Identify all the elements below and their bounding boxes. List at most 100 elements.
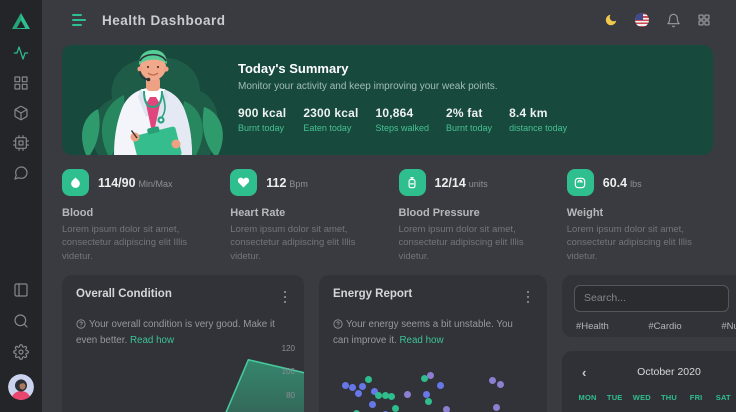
bell-icon[interactable]	[665, 12, 681, 28]
overall-condition-title: Overall Condition	[76, 287, 172, 300]
help-circle-icon	[76, 319, 86, 329]
vital-description: Lorem ipsum dolor sit amet, consectetur …	[398, 224, 524, 262]
vital-head: 60.4 lbs	[566, 169, 713, 196]
vital-value: 60.4 lbs	[602, 175, 642, 190]
summary-content: Today's Summary Monitor your activity an…	[238, 61, 697, 133]
calendar-day-header: WED	[632, 392, 651, 402]
menu-toggle-icon[interactable]	[72, 14, 86, 26]
calendar-day-header: THU	[660, 392, 677, 402]
main-area: Health Dashboard	[42, 0, 736, 412]
search-tag[interactable]: #Health	[576, 320, 609, 332]
vital-title: Blood	[62, 207, 94, 219]
vital-head: 114/90 Min/Max	[62, 169, 208, 196]
scatter-point	[422, 391, 430, 399]
scatter-point	[404, 391, 412, 399]
overall-condition-note: Your overall condition is very good. Mak…	[76, 317, 290, 347]
summary-stat-label: Eaten today	[303, 123, 352, 133]
read-how-link[interactable]: Read how	[129, 334, 175, 346]
summary-stat-value: 2300 kcal	[303, 106, 359, 120]
vital-head: 12/14 units	[398, 169, 545, 196]
vital-card-blood-pressure: 12/14 units Blood Pressure Lorem ipsum dolo…	[398, 169, 545, 263]
vital-value: 12/14 units	[434, 175, 488, 190]
summary-stat-label: distance today	[509, 123, 568, 133]
bottom-row: Overall Condition Your overall condition…	[62, 274, 736, 412]
energy-report-title: Energy Report	[333, 287, 413, 300]
scatter-point	[437, 382, 445, 390]
calendar-prev-icon[interactable]: ‹	[582, 364, 587, 380]
today-summary-card: Today's Summary Monitor your activity an…	[62, 45, 713, 155]
pressure-icon	[398, 169, 426, 196]
sidebar-item-layout-icon[interactable]	[12, 281, 30, 299]
note-text: Your energy seems a bit unstable. You ca…	[333, 319, 513, 346]
calendar-card: ‹ October 2020 › MONTUEWEDTHUFRISATSUN29…	[562, 350, 736, 412]
summary-stat: 8.4 km distance today	[509, 106, 567, 133]
scatter-point	[391, 405, 399, 412]
overall-condition-chart: 1201008060	[62, 341, 304, 412]
scatter-point	[371, 387, 379, 395]
vital-description: Lorem ipsum dolor sit amet, consectetur …	[566, 224, 692, 262]
droplet-icon	[62, 169, 89, 196]
scatter-point	[426, 372, 434, 380]
vital-unit: lbs	[630, 178, 642, 189]
sidebar-bottom	[0, 281, 42, 400]
energy-report-note: Your energy seems a bit unstable. You ca…	[333, 317, 533, 347]
sidebar-item-grid-icon[interactable]	[12, 74, 30, 92]
scatter-point	[381, 392, 389, 400]
y-axis-tick: 100	[281, 367, 295, 377]
right-column: #Health#Cardio#Nutrition ‹ October 2020 …	[562, 274, 736, 412]
sidebar-item-activity-icon[interactable]	[12, 44, 30, 62]
calendar-day-header: TUE	[606, 392, 623, 402]
summary-stats: 900 kcal Burnt today 2300 kcal Eaten today 1…	[238, 106, 697, 133]
sidebar-item-settings-icon[interactable]	[12, 343, 30, 361]
read-how-link[interactable]: Read how	[399, 334, 444, 346]
user-avatar[interactable]	[8, 374, 34, 400]
calendar-month-label: October 2020	[637, 366, 701, 379]
kebab-menu-icon[interactable]	[280, 288, 291, 307]
scatter-point	[496, 381, 504, 389]
sidebar-item-cpu-icon[interactable]	[12, 134, 30, 152]
help-circle-icon	[333, 319, 343, 329]
scatter-point	[354, 389, 362, 397]
vital-card-weight: 60.4 lbs Weight Lorem ipsum dolor sit amet,…	[566, 169, 713, 263]
vital-head: 112 Bpm	[230, 169, 376, 196]
scatter-point	[381, 410, 389, 412]
calendar-day-header: MON	[578, 392, 597, 402]
vital-description: Lorem ipsum dolor sit amet, consectetur …	[230, 224, 356, 262]
scatter-point	[488, 376, 496, 384]
page-title: Health Dashboard	[102, 12, 226, 28]
vital-title: Blood Pressure	[398, 207, 480, 219]
y-axis-tick: 80	[286, 390, 295, 400]
kebab-menu-icon[interactable]	[523, 288, 534, 307]
search-tag[interactable]: #Cardio	[648, 320, 682, 332]
moon-icon[interactable]	[603, 12, 619, 28]
us-flag-icon[interactable]	[634, 12, 650, 28]
calendar-day-header: FRI	[689, 392, 703, 402]
summary-stat: 10,864 Steps walked	[376, 106, 430, 133]
energy-report-card: Energy Report Your energy seems a bit un…	[319, 274, 547, 412]
search-input[interactable]	[574, 284, 729, 312]
note-text: Your overall condition is very good. Mak…	[76, 319, 275, 346]
scatter-point	[420, 374, 428, 382]
vitals-row: 114/90 Min/Max Blood Lorem ipsum dolor sit …	[62, 169, 713, 263]
sidebar-item-box-icon[interactable]	[12, 104, 30, 122]
vital-unit: Min/Max	[138, 178, 173, 189]
scatter-point	[424, 397, 432, 405]
search-tag[interactable]: #Nutrition	[721, 320, 736, 332]
overall-condition-card: Overall Condition Your overall condition…	[62, 274, 304, 412]
scatter-point	[348, 384, 356, 392]
vital-title: Heart Rate	[230, 207, 286, 219]
vital-unit: Bpm	[289, 178, 308, 189]
vital-value: 114/90 Min/Max	[98, 175, 173, 190]
y-axis-tick: 120	[281, 343, 295, 353]
sidebar-item-chat-icon[interactable]	[12, 164, 30, 182]
summary-stat-value: 2% fat	[446, 106, 483, 120]
summary-stat: 900 kcal Burnt today	[238, 106, 286, 133]
scatter-point	[387, 393, 395, 401]
search-card: #Health #Cardio #Nutrition	[562, 274, 736, 337]
apps-grid-icon[interactable]	[696, 12, 712, 28]
summary-stat: 2% fat Burnt today	[446, 106, 492, 133]
summary-stat-value: 900 kcal	[238, 106, 287, 120]
app-logo[interactable]	[0, 0, 42, 42]
sidebar-item-search-icon[interactable]	[12, 312, 30, 330]
